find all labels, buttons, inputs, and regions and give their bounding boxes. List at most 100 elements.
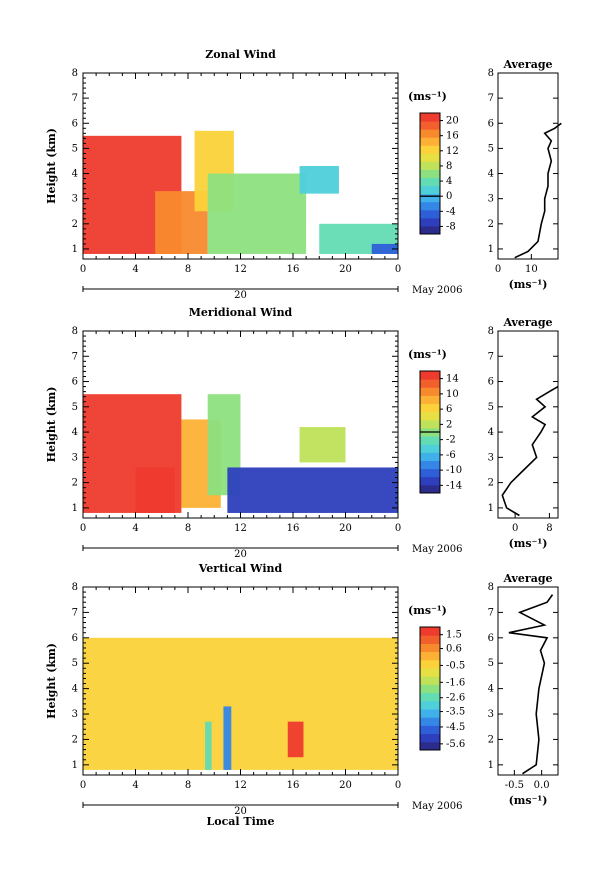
colorbar-units: (ms⁻¹) [408,90,447,103]
x-tick-label: 16 [287,264,300,275]
colorbar-tick-label: -10 [446,465,462,476]
colorbar-swatch [420,651,440,661]
colorbar-swatch [420,161,440,170]
colorbar-tick-label: -8 [446,221,456,232]
x-tick-label: 20 [339,264,352,275]
x-tick-label: 12 [234,264,247,275]
colorbar-swatch [420,452,440,461]
colorbar-tick-label: -2.6 [446,693,465,704]
colorbar-swatch [420,444,440,453]
colorbar-swatch [420,676,440,685]
panel-title: Vertical Wind [198,562,283,575]
colorbar-swatch [420,484,440,494]
average-y-tick-label: 6 [488,118,494,129]
heatmap-cell [135,467,175,513]
average-y-tick-label: 4 [488,684,494,695]
colorbar-swatch [420,193,440,203]
y-tick-label: 8 [72,582,78,593]
x-tick-label: 16 [287,780,300,791]
colorbar-swatch [420,700,440,710]
colorbar-swatch [420,225,440,235]
average-y-tick-label: 8 [488,326,494,337]
average-y-tick-label: 1 [488,503,494,514]
colorbar-tick-label: -2 [446,435,456,446]
heatmap-cell [205,721,212,770]
y-tick-label: 4 [72,684,78,695]
y-axis-label: Height (km) [45,643,58,719]
colorbar-swatch [420,684,440,694]
y-axis-label: Height (km) [45,128,58,204]
x-tick-label: 16 [287,523,300,534]
colorbar-tick-label: -6 [446,450,456,461]
average-y-tick-label: 7 [488,607,494,618]
colorbar-tick-label: -1.6 [446,677,465,688]
average-frame [497,72,559,260]
average-y-tick-label: 3 [488,194,494,205]
colorbar-swatch [420,741,440,751]
average-frame [497,586,559,776]
average-y-tick-label: 1 [488,244,494,255]
x-tick-label: 0 [395,264,401,275]
colorbar-swatch [420,627,440,636]
average-y-tick-label: 6 [488,377,494,388]
colorbar-tick-label: 6 [446,404,452,415]
x-tick-label: 8 [185,264,191,275]
colorbar-swatch [420,395,440,405]
y-tick-label: 3 [72,452,78,463]
x-tick-label: 4 [132,264,138,275]
x-axis-label: Local Time [207,815,275,828]
average-y-tick-label: 5 [488,402,494,413]
colorbar-units: (ms⁻¹) [408,604,447,617]
x-tick-label: 12 [234,780,247,791]
colorbar-swatch [420,717,440,726]
colorbar-swatch [420,725,440,735]
y-tick-label: 7 [72,93,78,104]
colorbar-swatch [420,121,440,130]
average-y-tick-label: 5 [488,658,494,669]
x-tick-label: 4 [132,780,138,791]
x-tick-label: 8 [185,523,191,534]
x-tick-label: 0 [80,780,86,791]
x-tick-label: 12 [234,523,247,534]
heatmap-cell [371,243,398,254]
y-tick-label: 8 [72,68,78,79]
colorbar-tick-label: 20 [446,116,459,127]
average-title: Average [502,572,552,585]
y-tick-label: 7 [72,351,78,362]
colorbar-tick-label: 2 [446,419,452,430]
x-tick-label: 0 [395,523,401,534]
colorbar-swatch [420,387,440,396]
colorbar-tick-label: 12 [446,146,459,157]
y-tick-label: 7 [72,607,78,618]
x-tick-label: 0 [80,523,86,534]
colorbar-swatch [420,217,440,227]
colorbar-tick-label: -4 [446,206,456,217]
x-tick-label: 4 [132,523,138,534]
colorbar-swatch [420,177,440,187]
colorbar-swatch [420,733,440,743]
colorbar-swatch [420,153,440,162]
colorbar-swatch [420,468,440,478]
x-tick-label: 0 [395,780,401,791]
colorbar-tick-label: 8 [446,161,452,172]
average-y-tick-label: 2 [488,478,494,489]
y-tick-label: 4 [72,169,78,180]
average-x-label: (ms⁻¹) [509,537,548,550]
average-y-tick-label: 5 [488,143,494,154]
y-tick-label: 5 [72,402,78,413]
colorbar-tick-label: 0 [446,191,452,202]
average-x-label: (ms⁻¹) [509,278,548,291]
colorbar-swatch [420,635,440,644]
colorbar-tick-label: -14 [446,480,462,491]
average-x-label: (ms⁻¹) [509,794,548,807]
date-day-label: 20 [234,549,247,560]
average-y-tick-label: 6 [488,633,494,644]
colorbar-tick-label: 4 [446,176,452,187]
colorbar-units: (ms⁻¹) [408,348,447,361]
average-profile-line [501,385,559,517]
colorbar-tick-label: -0.5 [446,660,465,671]
y-axis-label: Height (km) [45,387,58,463]
colorbar-swatch [420,379,440,388]
y-tick-label: 1 [72,244,78,255]
